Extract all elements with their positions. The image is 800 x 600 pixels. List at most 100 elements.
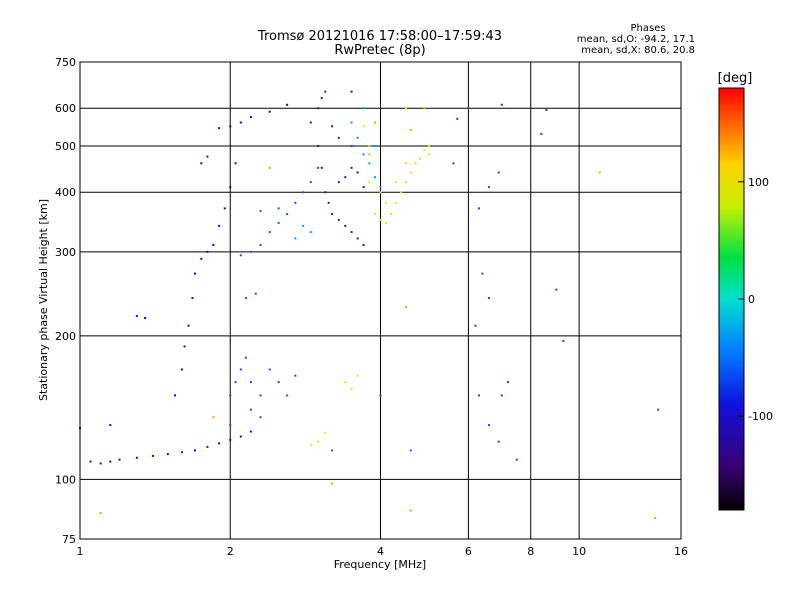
data-point xyxy=(344,176,347,179)
data-point xyxy=(309,181,312,184)
y-tick-label: 600 xyxy=(55,102,76,115)
data-point xyxy=(109,424,112,427)
data-point xyxy=(223,207,226,210)
y-axis-ticks: 75 100 200 300 400 500 600 750 xyxy=(55,56,76,546)
data-point xyxy=(540,132,543,135)
data-point xyxy=(379,394,382,397)
data-point xyxy=(488,297,491,300)
data-point xyxy=(488,186,491,189)
data-point xyxy=(249,381,252,384)
data-point xyxy=(200,257,203,260)
data-point xyxy=(309,444,312,447)
data-point xyxy=(423,149,426,152)
data-point xyxy=(317,107,320,110)
data-point xyxy=(239,254,242,257)
data-point xyxy=(350,231,353,234)
data-point xyxy=(331,482,334,485)
data-point xyxy=(405,305,408,308)
data-point xyxy=(500,394,503,397)
data-point xyxy=(234,162,237,165)
data-point xyxy=(497,440,500,443)
y-axis-label: Stationary phase Virtual Height [km] xyxy=(37,199,50,401)
data-point xyxy=(409,449,412,452)
data-point xyxy=(379,186,382,189)
data-point xyxy=(374,213,377,216)
data-point xyxy=(277,381,280,384)
data-point xyxy=(379,218,382,221)
y-tick-label: 100 xyxy=(55,473,76,486)
colorbar-label: [deg] xyxy=(718,71,753,86)
data-point xyxy=(356,374,359,377)
chart-title-line2: RwPretec (8p) xyxy=(334,43,425,58)
data-point xyxy=(423,107,426,110)
data-point xyxy=(356,237,359,240)
data-point xyxy=(350,387,353,390)
data-point xyxy=(515,458,518,461)
data-point xyxy=(350,90,353,93)
data-point xyxy=(249,430,252,433)
phases-title: Phases xyxy=(630,23,665,34)
data-point xyxy=(180,368,183,371)
data-point xyxy=(427,153,430,156)
data-point xyxy=(500,103,503,106)
data-point xyxy=(317,440,320,443)
data-point xyxy=(239,435,242,438)
data-point xyxy=(206,250,209,253)
data-point xyxy=(374,121,377,124)
data-point xyxy=(400,191,403,194)
data-point xyxy=(206,445,209,448)
data-point xyxy=(200,162,203,165)
colorbar-tick-label: 100 xyxy=(748,176,769,189)
data-point xyxy=(286,213,289,216)
data-point xyxy=(99,462,102,465)
plot-frame xyxy=(79,61,682,540)
data-point xyxy=(419,157,422,160)
grid-lines xyxy=(80,62,681,539)
data-point xyxy=(109,460,112,463)
data-point xyxy=(474,324,477,327)
data-point xyxy=(302,224,305,227)
data-point xyxy=(118,458,121,461)
data-point xyxy=(277,221,280,224)
data-point xyxy=(135,456,138,459)
data-point xyxy=(362,186,365,189)
x-axis-ticks: 1 2 4 6 8 10 16 xyxy=(77,545,689,558)
data-point xyxy=(324,90,327,93)
data-point xyxy=(191,297,194,300)
data-point xyxy=(409,509,412,512)
data-point xyxy=(654,517,657,520)
data-point xyxy=(286,394,289,397)
data-point xyxy=(239,121,242,124)
x-tick-label: 6 xyxy=(465,545,472,558)
data-point xyxy=(309,231,312,234)
data-point xyxy=(327,201,330,204)
data-point xyxy=(374,144,377,147)
colorbar-tick-label: 0 xyxy=(748,293,755,306)
data-point xyxy=(379,191,382,194)
data-point xyxy=(368,162,371,165)
colorbar-tick-label: -100 xyxy=(748,410,773,423)
data-point xyxy=(368,144,371,147)
data-point xyxy=(497,171,500,174)
x-axis-label: Frequency [MHz] xyxy=(334,558,426,571)
data-point xyxy=(324,191,327,194)
data-point xyxy=(135,315,138,318)
y-tick-label: 200 xyxy=(55,330,76,343)
data-point xyxy=(212,244,215,247)
data-point xyxy=(555,288,558,291)
x-tick-label: 2 xyxy=(227,545,234,558)
colorbar-ticks: 100 0 -100 xyxy=(738,176,773,423)
data-point xyxy=(356,136,359,139)
data-point xyxy=(488,424,491,427)
data-point xyxy=(362,125,365,128)
data-point xyxy=(89,460,92,463)
data-point xyxy=(368,181,371,184)
data-point xyxy=(467,107,470,110)
x-tick-label: 16 xyxy=(674,545,688,558)
data-point xyxy=(414,162,417,165)
data-point xyxy=(368,153,371,156)
data-point xyxy=(180,451,183,454)
data-point xyxy=(229,438,232,441)
y-tick-label: 75 xyxy=(62,533,76,546)
data-point xyxy=(409,171,412,174)
